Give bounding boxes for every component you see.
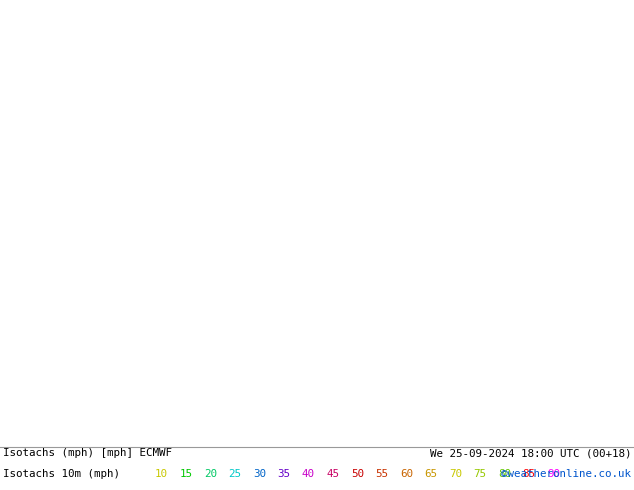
Text: ©weatheronline.co.uk: ©weatheronline.co.uk <box>501 469 631 479</box>
Text: We 25-09-2024 18:00 UTC (00+18): We 25-09-2024 18:00 UTC (00+18) <box>429 448 631 458</box>
Text: 70: 70 <box>449 469 462 479</box>
Text: 75: 75 <box>474 469 486 479</box>
Text: 90: 90 <box>547 469 560 479</box>
Text: 85: 85 <box>522 469 536 479</box>
Text: 15: 15 <box>179 469 193 479</box>
Text: 60: 60 <box>400 469 413 479</box>
Text: Isotachs (mph) [mph] ECMWF: Isotachs (mph) [mph] ECMWF <box>3 448 172 458</box>
Text: 25: 25 <box>228 469 242 479</box>
Text: 35: 35 <box>278 469 290 479</box>
Text: 50: 50 <box>351 469 364 479</box>
Text: 45: 45 <box>327 469 339 479</box>
Text: 55: 55 <box>375 469 389 479</box>
Text: Isotachs 10m (mph): Isotachs 10m (mph) <box>3 469 120 479</box>
Text: 80: 80 <box>498 469 511 479</box>
Text: 65: 65 <box>425 469 437 479</box>
Text: 30: 30 <box>253 469 266 479</box>
Text: 20: 20 <box>204 469 217 479</box>
Text: 40: 40 <box>302 469 315 479</box>
Text: 10: 10 <box>155 469 168 479</box>
